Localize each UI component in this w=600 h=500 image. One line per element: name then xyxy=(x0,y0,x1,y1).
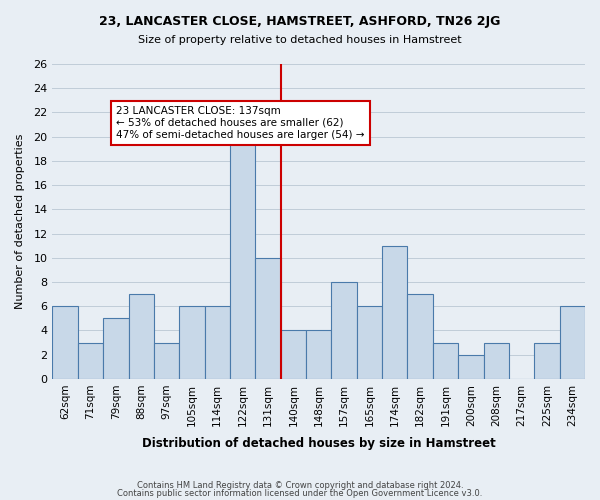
Bar xyxy=(154,342,179,379)
Bar xyxy=(230,124,256,379)
Bar xyxy=(331,282,357,379)
Text: 23, LANCASTER CLOSE, HAMSTREET, ASHFORD, TN26 2JG: 23, LANCASTER CLOSE, HAMSTREET, ASHFORD,… xyxy=(100,15,500,28)
Bar xyxy=(78,342,103,379)
Bar xyxy=(357,306,382,379)
Bar xyxy=(306,330,331,379)
Bar xyxy=(458,354,484,379)
Text: Contains public sector information licensed under the Open Government Licence v3: Contains public sector information licen… xyxy=(118,488,482,498)
Bar xyxy=(205,306,230,379)
Bar xyxy=(179,306,205,379)
Bar xyxy=(484,342,509,379)
Bar xyxy=(281,330,306,379)
Bar xyxy=(52,306,78,379)
Bar xyxy=(103,318,128,379)
Bar xyxy=(128,294,154,379)
Y-axis label: Number of detached properties: Number of detached properties xyxy=(15,134,25,309)
Bar xyxy=(382,246,407,379)
Text: 23 LANCASTER CLOSE: 137sqm
← 53% of detached houses are smaller (62)
47% of semi: 23 LANCASTER CLOSE: 137sqm ← 53% of deta… xyxy=(116,106,364,140)
Text: Size of property relative to detached houses in Hamstreet: Size of property relative to detached ho… xyxy=(138,35,462,45)
Bar xyxy=(534,342,560,379)
Bar xyxy=(256,258,281,379)
Text: Contains HM Land Registry data © Crown copyright and database right 2024.: Contains HM Land Registry data © Crown c… xyxy=(137,481,463,490)
Bar xyxy=(560,306,585,379)
Bar xyxy=(407,294,433,379)
X-axis label: Distribution of detached houses by size in Hamstreet: Distribution of detached houses by size … xyxy=(142,437,496,450)
Bar xyxy=(433,342,458,379)
